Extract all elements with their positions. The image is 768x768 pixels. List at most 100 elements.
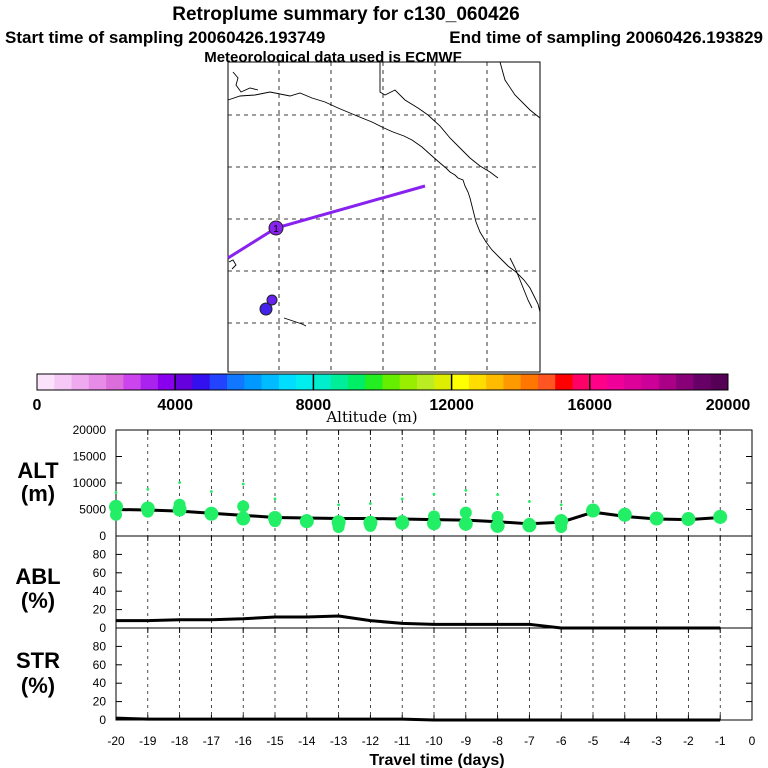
end-time-label: End time of sampling 20060426.193829 [449,28,763,47]
colorbar-cell [520,374,539,390]
altitude-cluster-point [237,500,250,513]
cluster-marker-1: 1 [268,220,284,236]
altitude-cluster-point [491,510,504,523]
panel-abl: 0 20 40 60 80 ABL(%) [15,535,753,635]
altitude-cluster-point [141,505,154,518]
cluster-marker-2 [259,302,273,316]
colorbar-cell [313,374,332,390]
altitude-cluster-dot [210,490,213,493]
x-tick-label: -19 [139,734,157,748]
colorbar-cell [607,374,625,390]
x-tick-label: -9 [460,734,471,748]
start-time-label: Start time of sampling 20060426.193749 [5,28,325,47]
x-tick-label: -8 [492,734,503,748]
y-tick-label: 80 [93,547,107,561]
x-tick-label: -13 [330,734,348,748]
colorbar-cell [382,374,401,390]
panel-label: ABL [15,564,60,589]
colorbar-cell [434,374,453,390]
y-tick-label: 0 [99,529,106,543]
altitude-cluster-dot [400,497,404,501]
colorbar-cell [365,374,383,390]
x-tick-label: -10 [425,734,443,748]
altitude-cluster-point [205,507,218,520]
colorbar-cell [330,374,349,390]
map-frame [227,61,541,373]
panel-label-units: (%) [21,588,55,613]
colorbar-cell [175,374,193,390]
colorbar-frame [36,373,729,391]
altitude-cluster-point [428,510,440,523]
x-tick-label: -12 [362,734,380,748]
colorbar-cell [693,374,712,390]
x-tick-label: -14 [298,734,316,748]
altitude-cluster-dot [496,493,499,497]
panel-label-units: (%) [21,673,55,698]
y-tick-label: 80 [93,639,107,653]
colorbar-cell [399,374,418,390]
x-axis-label: Travel time (days) [369,752,504,768]
colorbar-tick-label: 8000 [296,397,332,414]
map-coastlines [227,61,541,327]
altitude-cluster-point [364,519,377,532]
colorbar-cell [244,374,263,390]
y-tick-label: 20000 [73,423,107,437]
colorbar-cell [123,374,142,390]
x-tick-label: -4 [619,734,630,748]
x-tick-label: -18 [171,734,189,748]
x-tick-label: -1 [715,734,726,748]
colorbar-cell [503,374,522,390]
y-tick-label: 5000 [79,503,106,517]
colorbar-cell [710,374,729,390]
x-tick-label: -20 [107,734,125,748]
altitude-cluster-point [299,514,314,529]
time-series-panels: 05000100001500020000ALT(m)020406080ABL(%… [15,423,755,768]
x-tick-label: -3 [651,734,662,748]
y-tick-label: 40 [93,584,107,598]
colorbar-cell [676,374,694,390]
y-tick-label: 20 [93,603,107,617]
x-tick-label: 0 [749,734,756,748]
colorbar-tick-label: 16000 [568,397,613,414]
altitude-cluster-dot [559,503,563,507]
altitude-cluster-dot [178,481,182,484]
y-tick-label: 20 [93,695,107,709]
altitude-cluster-point [555,520,568,533]
colorbar-cell [278,374,297,390]
altitude-cluster-point [586,503,600,518]
cluster-marker-1-label: 1 [273,224,279,235]
altitude-cluster-point [332,520,345,533]
colorbar-cell [417,374,435,390]
y-tick-label: 15000 [73,450,107,464]
colorbar-cell [296,374,314,390]
series-line [116,614,721,630]
colorbar-tick-label: 0 [33,397,42,414]
altitude-cluster-point [396,515,409,528]
colorbar-tick-label: 4000 [157,397,193,414]
colorbar-cell [54,374,73,390]
altitude-cluster-point [173,498,186,511]
y-tick-label: 10000 [73,476,107,490]
colorbar-cell [555,374,574,390]
altitude-cluster-dot [432,492,436,496]
series-line [115,716,721,722]
colorbar-cell [347,374,366,390]
colorbar-cell [624,374,643,390]
colorbar-cell [88,374,107,390]
y-tick-label: 0 [99,621,106,635]
colorbar-cell [261,374,280,390]
x-tick-label: -15 [266,734,284,748]
figure-title: Retroplume summary for c130_060426 [172,4,519,25]
x-tick-label: -17 [203,734,221,748]
y-tick-label: 0 [99,713,106,727]
panel-label-units: (m) [21,481,55,506]
colorbar-cell [209,374,228,390]
altitude-cluster-dot [369,502,372,506]
colorbar-axis-label: Altitude (m) [325,408,417,426]
altitude-cluster-point [490,518,505,533]
colorbar-cell [37,374,55,390]
altitude-cluster-point [236,511,251,526]
altitude-cluster-dot [114,491,118,494]
colorbar-cell [658,374,677,390]
